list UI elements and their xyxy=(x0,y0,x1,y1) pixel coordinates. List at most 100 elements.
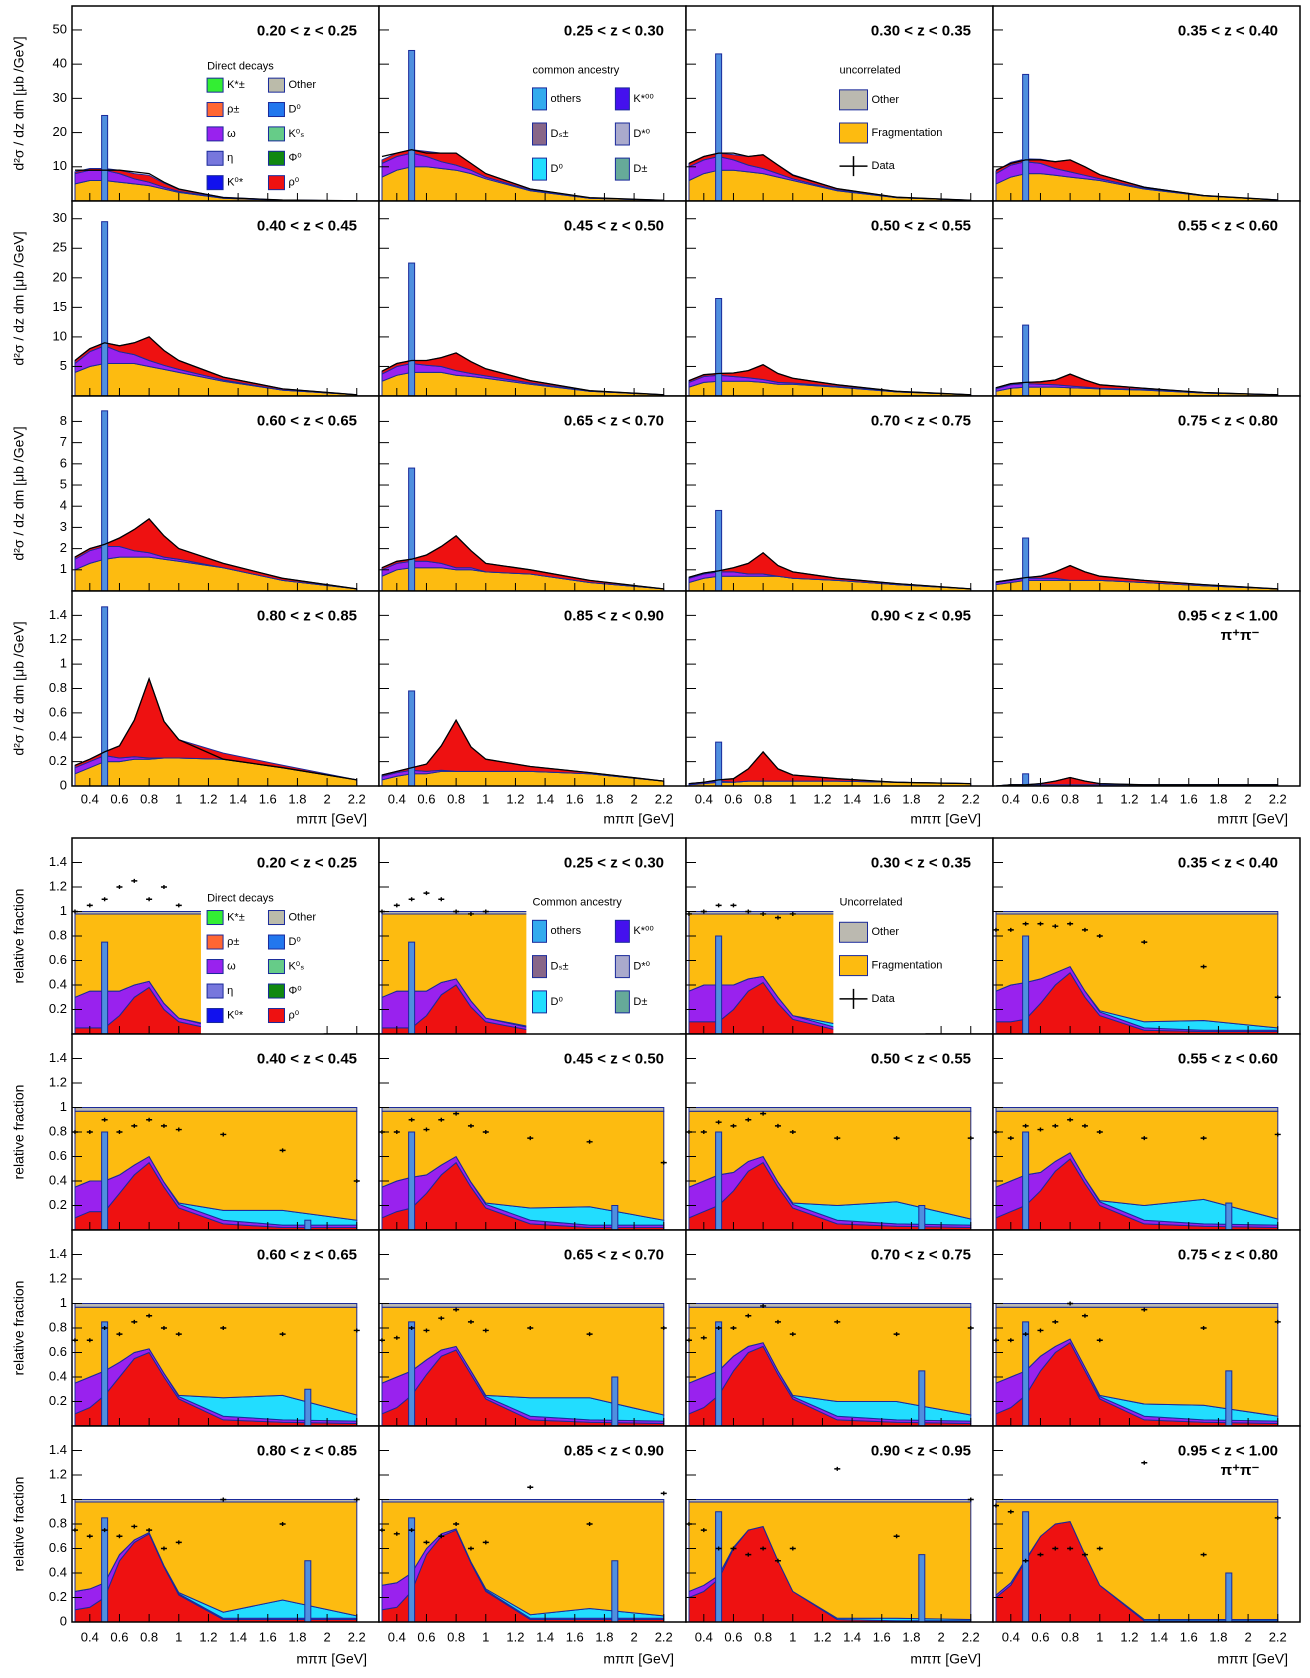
z-range-label: 0.60 < z < 0.65 xyxy=(257,1246,357,1263)
legend-swatch xyxy=(614,919,630,943)
spike-ks xyxy=(101,114,109,202)
data-point xyxy=(730,1123,737,1128)
data-point xyxy=(745,1117,752,1122)
y-tick-label: 8 xyxy=(60,413,67,428)
data-point xyxy=(101,1528,108,1533)
data-point xyxy=(220,1132,227,1137)
legend-label: D⁰ xyxy=(288,103,301,115)
y-tick-label: 0.6 xyxy=(49,1344,67,1359)
z-range-label: 0.85 < z < 0.90 xyxy=(564,607,664,624)
data-point xyxy=(760,1546,767,1551)
panel-background xyxy=(993,591,1300,786)
x-tick-label: 1.8 xyxy=(902,791,920,806)
z-range-label: 0.45 < z < 0.50 xyxy=(564,1050,664,1067)
legend-label: others xyxy=(551,925,582,937)
channel-label: π⁺π⁻ xyxy=(1221,1462,1260,1479)
spike-ks xyxy=(101,1131,109,1231)
x-tick-label: 0.8 xyxy=(140,791,158,806)
x-tick-label: 1 xyxy=(482,1629,489,1644)
spike-dd xyxy=(918,1205,926,1231)
y-tick-label: 0.4 xyxy=(49,1564,67,1579)
data-point xyxy=(101,1326,108,1330)
legend-label: ρ⁰ xyxy=(288,177,299,189)
data-point xyxy=(393,903,400,908)
stack-area-other xyxy=(688,1499,972,1503)
spike-ks xyxy=(715,935,723,1035)
x-tick-label: 1 xyxy=(482,791,489,806)
legend-swatch xyxy=(839,122,868,144)
x-tick-label: 1 xyxy=(789,791,796,806)
legend-label: Dₛ± xyxy=(551,961,569,973)
x-tick-label: 1.6 xyxy=(873,791,891,806)
legend-swatch xyxy=(267,1008,285,1024)
legend-label: ρ⁰ xyxy=(288,1009,299,1021)
legend-label: D± xyxy=(633,996,647,1008)
data-point xyxy=(1022,921,1029,926)
y-tick-label: 0.2 xyxy=(49,753,67,768)
x-axis-title: mππ [GeV] xyxy=(603,811,674,827)
y-tick-label: 4 xyxy=(60,498,67,513)
legend-label: D⁰ xyxy=(551,996,564,1008)
data-point xyxy=(160,1326,167,1330)
data-point xyxy=(1274,995,1281,1000)
data-point xyxy=(586,1139,593,1144)
spike-dd xyxy=(918,1370,926,1427)
x-tick-label: 0.6 xyxy=(417,791,435,806)
x-axis-title: mππ [GeV] xyxy=(603,1651,674,1667)
data-point xyxy=(789,911,796,916)
y-tick-label: 10 xyxy=(53,328,67,343)
data-point xyxy=(353,1179,360,1183)
z-range-label: 0.75 < z < 0.80 xyxy=(1178,1246,1278,1263)
data-point xyxy=(1052,924,1059,929)
legend-label: Other xyxy=(288,911,316,923)
data-point xyxy=(1022,1123,1029,1128)
x-tick-label: 1.2 xyxy=(813,1629,831,1644)
legend-swatch xyxy=(267,150,285,166)
legend-title: Direct decays xyxy=(207,60,274,72)
legend-label: Other xyxy=(872,926,900,938)
data-point xyxy=(527,1136,534,1141)
data-point xyxy=(146,1117,153,1122)
data-point xyxy=(760,1111,767,1116)
data-point xyxy=(131,1524,138,1529)
data-point xyxy=(453,1522,460,1526)
z-range-label: 0.75 < z < 0.80 xyxy=(1178,412,1278,429)
data-point xyxy=(393,1531,400,1536)
data-point xyxy=(527,1326,534,1330)
data-line xyxy=(688,363,971,396)
data-point xyxy=(1081,927,1088,932)
x-tick-label: 2 xyxy=(630,791,637,806)
data-point xyxy=(438,897,445,902)
x-tick-label: 2 xyxy=(937,791,944,806)
data-point xyxy=(453,1307,460,1312)
data-point xyxy=(893,1136,900,1141)
spike-dd xyxy=(611,1376,619,1427)
spike-ks xyxy=(1022,324,1030,397)
data-point xyxy=(482,1328,489,1333)
y-tick-label: 1.2 xyxy=(49,878,67,893)
spike-ks xyxy=(101,221,109,397)
data-point xyxy=(992,927,999,932)
stack-area-other xyxy=(74,1303,358,1308)
x-tick-label: 1.6 xyxy=(1180,1629,1198,1644)
data-point xyxy=(408,1528,415,1533)
legend-swatch xyxy=(839,955,868,977)
data-point xyxy=(1141,1460,1148,1465)
y-tick-label: 5 xyxy=(60,476,67,491)
spike-dd xyxy=(304,1219,312,1231)
data-line xyxy=(688,551,971,590)
legend-swatch xyxy=(206,959,224,975)
data-line xyxy=(74,336,357,396)
y-axis-title: relative fraction xyxy=(11,889,27,984)
panel-background xyxy=(993,201,1300,396)
z-range-label: 0.50 < z < 0.55 xyxy=(871,1050,971,1067)
legend-swatch xyxy=(532,122,547,146)
data-point xyxy=(1052,1123,1059,1128)
spike-ks xyxy=(408,690,416,787)
data-point xyxy=(86,903,93,908)
legend-label: D*⁰ xyxy=(633,961,650,973)
data-line xyxy=(995,564,1278,590)
x-tick-label: 1.8 xyxy=(595,791,613,806)
spike-ks xyxy=(101,410,109,592)
data-point xyxy=(700,909,707,914)
